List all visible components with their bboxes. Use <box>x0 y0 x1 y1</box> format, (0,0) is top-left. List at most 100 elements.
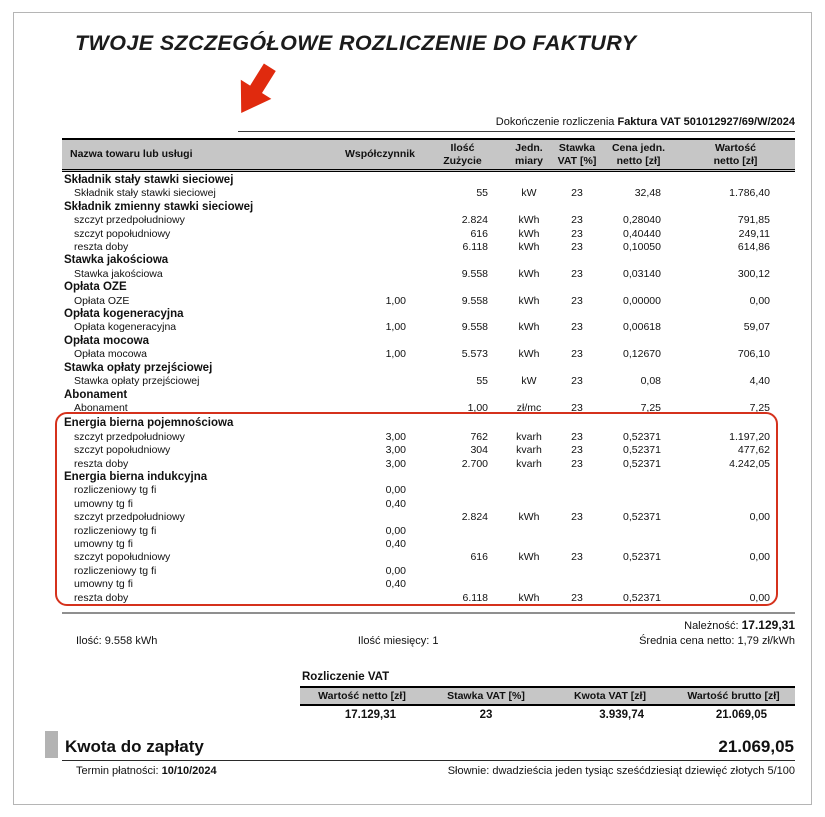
table-cell-unit: kW <box>521 187 537 200</box>
table-cell-wsp: 0,00 <box>385 564 406 577</box>
ilosc-miesiecy: Ilość miesięcy: 1 <box>357 635 439 647</box>
table-cell-wsp: 0,40 <box>385 578 406 591</box>
section-title: Stawka opłaty przejściowej <box>64 361 213 374</box>
document-page: TWOJE SZCZEGÓŁOWE ROZLICZENIE DO FAKTURY… <box>13 12 812 805</box>
table-cell-name: rozliczeniowy tg fi <box>74 484 157 497</box>
vat-header-netto: Wartość netto [zł] <box>318 690 406 702</box>
table-cell-price <box>601 565 676 578</box>
table-cell-qty: 616 <box>470 227 488 240</box>
table-cell-name: szczyt przedpołudniowy <box>74 214 185 227</box>
table-cell-vat <box>553 484 601 497</box>
table-cell-unit <box>505 578 553 591</box>
table-row: Abonament 1,00 zł/mc 23 7,25 7,25 <box>62 402 795 415</box>
table-row: umowny tg fi 0,40 <box>62 538 795 551</box>
table-row: Opłata kogeneracyjna 1,00 9.558 kWh 23 0,0061… <box>62 321 795 334</box>
table-cell-name: umowny tg fi <box>74 497 133 510</box>
table-cell-wsp: 1,00 <box>385 348 406 361</box>
table-cell-price: 0,12670 <box>623 348 661 361</box>
table-cell-wsp: 0,40 <box>385 537 406 550</box>
table-cell-vat: 23 <box>571 348 583 361</box>
table-cell-val: 0,00 <box>749 591 770 604</box>
table-cell-qty <box>420 484 505 497</box>
table-cell-name: umowny tg fi <box>74 537 133 550</box>
table-cell-val: 1.197,20 <box>729 430 770 443</box>
table-cell-price: 0,00618 <box>623 321 661 334</box>
settlement-table-boxed-rows: Energia bierna pojemnościowa szczyt przed… <box>62 415 795 605</box>
vat-header-brutto: Wartość brutto [zł] <box>687 690 780 702</box>
table-section-row: Składnik stały stawki sieciowej <box>62 174 795 187</box>
table-cell-val <box>676 498 795 511</box>
table-cell-qty: 1,00 <box>467 401 488 414</box>
settlement-table-body: Składnik stały stawki sieciowej Składnik … <box>62 172 795 415</box>
table-cell-name: Opłata mocowa <box>74 348 147 361</box>
naleznosc-value: 17.129,31 <box>741 618 795 632</box>
table-cell-qty: 616 <box>470 551 488 564</box>
table-cell-name: szczyt popołudniowy <box>74 551 171 564</box>
table-cell-name: reszta doby <box>74 591 129 604</box>
table-cell-qty: 304 <box>470 444 488 457</box>
table-cell-unit: kWh <box>518 348 540 361</box>
vat-value-stawka: 23 <box>479 709 493 721</box>
table-cell-name: Składnik stały stawki sieciowej <box>74 187 216 200</box>
table-cell-unit: kWh <box>518 551 540 564</box>
table-section-row: Opłata kogeneracyjna <box>62 308 795 321</box>
table-cell-val: 477,62 <box>737 444 770 457</box>
table-cell-val: 4.242,05 <box>729 457 770 470</box>
table-cell-name: szczyt przedpołudniowy <box>74 430 185 443</box>
table-row: rozliczeniowy tg fi 0,00 <box>62 525 795 538</box>
vat-value-brutto: 21.069,05 <box>715 709 767 721</box>
table-cell-wsp <box>340 228 420 241</box>
vat-table-header: Wartość netto [zł] Stawka VAT [%] Kwota … <box>300 686 795 706</box>
vat-header-stawka: Stawka VAT [%] <box>447 690 525 702</box>
payment-deadline-label: Termin płatności: <box>76 765 162 777</box>
settlement-table: Nazwa towaru lub usługi Współczynnik Ilo… <box>55 138 795 606</box>
table-row: reszta doby 3,00 2.700 kvarh 23 0,52371 4.242,… <box>62 458 795 471</box>
table-cell-unit: kvarh <box>516 457 542 470</box>
table-cell-price: 0,10050 <box>623 241 661 254</box>
amount-due-value: 21.069,05 <box>718 737 794 756</box>
table-cell-unit: kWh <box>518 294 540 307</box>
table-cell-qty: 2.824 <box>461 214 488 227</box>
table-cell-price <box>601 578 676 591</box>
table-cell-wsp: 1,00 <box>385 294 406 307</box>
section-title: Składnik stały stawki sieciowej <box>64 174 234 186</box>
settlement-table-header: Nazwa towaru lub usługi Współczynnik Ilo… <box>62 138 795 172</box>
table-cell-qty <box>420 565 505 578</box>
table-cell-qty: 9.558 <box>461 294 488 307</box>
vat-value-netto: 17.129,31 <box>344 709 396 721</box>
table-cell-val: 59,07 <box>743 321 770 334</box>
table-cell-wsp <box>340 241 420 254</box>
table-cell-unit: kWh <box>518 591 540 604</box>
table-cell-wsp: 1,00 <box>385 321 406 334</box>
table-cell-qty: 2.700 <box>461 457 488 470</box>
table-row: Stawka jakościowa 9.558 kWh 23 0,03140 300,12 <box>62 268 795 281</box>
table-cell-unit <box>505 565 553 578</box>
table-cell-price <box>601 498 676 511</box>
table-cell-name: rozliczeniowy tg fi <box>74 564 157 577</box>
table-cell-unit <box>505 525 553 538</box>
vat-table-values: 17.129,31 23 3.939,74 21.069,05 <box>300 706 795 721</box>
table-row: szczyt przedpołudniowy 2.824 kWh 23 0,52371 0… <box>62 511 795 524</box>
section-title: Energia bierna pojemnościowa <box>64 417 234 430</box>
table-row: rozliczeniowy tg fi 0,00 <box>62 565 795 578</box>
table-row: szczyt popołudniowy 616 kWh 23 0,52371 0,00 <box>62 551 795 564</box>
table-cell-vat <box>553 525 601 538</box>
table-row: szczyt przedpołudniowy 3,00 762 kvarh 23 0,52… <box>62 431 795 444</box>
table-cell-unit: kWh <box>518 227 540 240</box>
srednia-cena: Średnia cena netto: 1,79 zł/kWh <box>639 635 795 647</box>
amount-in-words: Słownie: dwadzieścia jeden tysiąc sześćd… <box>447 765 795 777</box>
naleznosc-label: Należność: <box>684 620 742 632</box>
table-row: Opłata OZE 1,00 9.558 kWh 23 0,00000 0,00 <box>62 295 795 308</box>
quantity-summary-line: Ilość: 9.558 kWh Ilość miesięcy: 1 Średn… <box>62 635 795 647</box>
table-cell-vat: 23 <box>571 187 583 200</box>
table-cell-unit: kWh <box>518 511 540 524</box>
payment-deadline-value: 10/10/2024 <box>161 765 217 777</box>
table-cell-vat: 23 <box>571 294 583 307</box>
table-cell-price: 0,52371 <box>623 591 661 604</box>
table-cell-vat: 23 <box>571 375 583 388</box>
table-cell-wsp <box>340 402 420 415</box>
page-title: TWOJE SZCZEGÓŁOWE ROZLICZENIE DO FAKTURY <box>75 31 637 55</box>
table-cell-name: umowny tg fi <box>74 578 133 591</box>
table-cell-vat: 23 <box>571 444 583 457</box>
vat-header-kwota: Kwota VAT [zł] <box>574 690 646 702</box>
